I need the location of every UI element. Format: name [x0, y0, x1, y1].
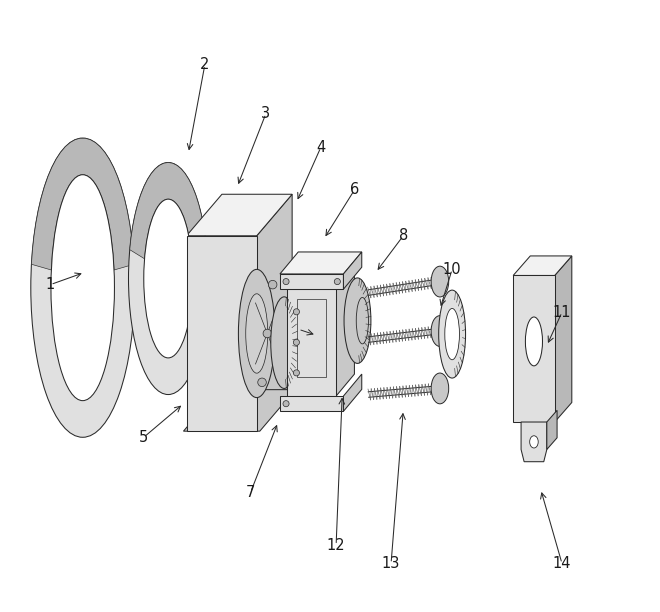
Ellipse shape	[334, 278, 341, 285]
Polygon shape	[513, 256, 572, 275]
Ellipse shape	[293, 370, 300, 376]
Text: 8: 8	[399, 228, 408, 244]
Text: 11: 11	[553, 305, 572, 319]
Polygon shape	[343, 252, 362, 289]
Text: 6: 6	[350, 182, 359, 198]
Ellipse shape	[269, 280, 277, 289]
Text: 4: 4	[316, 140, 325, 155]
Text: 5: 5	[139, 430, 148, 445]
Ellipse shape	[283, 401, 289, 407]
Ellipse shape	[431, 373, 449, 404]
Ellipse shape	[431, 316, 449, 346]
Polygon shape	[130, 163, 207, 259]
Polygon shape	[547, 410, 557, 449]
Text: 13: 13	[382, 556, 400, 571]
Ellipse shape	[129, 163, 208, 395]
Ellipse shape	[344, 278, 371, 364]
Text: 1: 1	[46, 277, 55, 292]
Bar	[187, 236, 257, 431]
Ellipse shape	[238, 269, 275, 398]
Text: 3: 3	[261, 106, 271, 121]
Ellipse shape	[525, 317, 543, 366]
Ellipse shape	[283, 278, 289, 285]
Bar	[287, 289, 336, 396]
Ellipse shape	[530, 436, 538, 448]
Ellipse shape	[431, 266, 449, 297]
Polygon shape	[554, 256, 572, 422]
Polygon shape	[343, 374, 362, 411]
Polygon shape	[336, 267, 354, 396]
Bar	[280, 274, 343, 289]
Ellipse shape	[271, 297, 298, 389]
Polygon shape	[287, 267, 354, 289]
Polygon shape	[521, 422, 547, 461]
Polygon shape	[32, 138, 134, 270]
Ellipse shape	[293, 339, 300, 345]
Ellipse shape	[263, 329, 272, 338]
Ellipse shape	[144, 199, 193, 358]
Ellipse shape	[51, 174, 114, 401]
Polygon shape	[183, 390, 295, 431]
Text: 2: 2	[200, 58, 209, 72]
Ellipse shape	[439, 290, 465, 378]
Ellipse shape	[31, 138, 135, 438]
Bar	[297, 299, 326, 376]
Polygon shape	[257, 194, 292, 431]
Text: 12: 12	[327, 538, 345, 553]
Ellipse shape	[258, 378, 267, 387]
Polygon shape	[187, 194, 292, 236]
Ellipse shape	[445, 308, 459, 360]
Ellipse shape	[246, 294, 268, 373]
Ellipse shape	[293, 308, 300, 315]
Text: 10: 10	[443, 262, 461, 277]
Bar	[280, 396, 343, 411]
Text: 7: 7	[246, 485, 255, 500]
Bar	[513, 275, 554, 422]
Text: 14: 14	[553, 556, 572, 571]
Polygon shape	[280, 252, 362, 274]
